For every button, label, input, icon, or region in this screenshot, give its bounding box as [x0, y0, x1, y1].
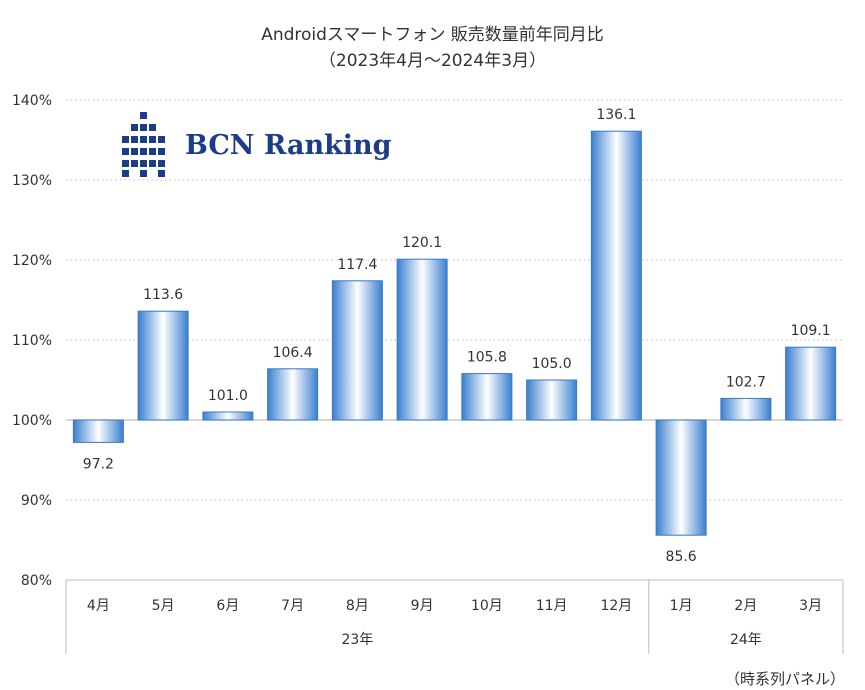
bar [655, 419, 707, 536]
data-label: 117.4 [337, 257, 377, 273]
data-label: 97.2 [83, 456, 114, 472]
data-label: 105.0 [532, 356, 572, 372]
y-tick-label: 130% [12, 173, 52, 189]
group-label: 24年 [730, 632, 762, 648]
group-label: 23年 [341, 632, 373, 648]
x-tick-label: 1月 [670, 598, 693, 614]
x-tick-label: 2月 [734, 598, 757, 614]
y-tick-label: 90% [21, 493, 52, 509]
y-tick-label: 140% [12, 93, 52, 109]
data-label: 106.4 [273, 345, 313, 361]
bar [526, 379, 578, 421]
data-label: 101.0 [208, 388, 248, 404]
y-tick-label: 120% [12, 253, 52, 269]
x-tick-label: 7月 [281, 598, 304, 614]
x-tick-label: 9月 [411, 598, 434, 614]
y-tick-label: 100% [12, 413, 52, 429]
data-label: 136.1 [596, 107, 636, 123]
chart-subtitle: （2023年4月～2024年3月） [318, 51, 547, 71]
bar [72, 419, 124, 443]
gridlines [66, 99, 843, 501]
data-label: 105.8 [467, 350, 507, 366]
bar [720, 397, 772, 421]
bcn-ranking-logo: BCN Ranking [122, 112, 392, 178]
bar [785, 346, 837, 421]
data-label: 120.1 [402, 235, 442, 251]
data-label: 113.6 [143, 287, 183, 303]
chart-title: Androidスマートフォン 販売数量前年同月比 [261, 25, 604, 45]
x-tick-label: 5月 [152, 598, 175, 614]
axes: 80% 90% 100% 110% 120% 130% 140% 4月 5月 6月 7月 8月 9月 10… [12, 93, 844, 654]
bar [267, 368, 319, 421]
x-tick-label: 10月 [471, 598, 503, 614]
x-tick-label: 12月 [600, 598, 632, 614]
panel-note: （時系列パネル） [724, 670, 845, 688]
x-tick-label: 11月 [536, 598, 568, 614]
logo-mark-icon [122, 112, 165, 177]
x-tick-label: 6月 [216, 598, 239, 614]
bar [137, 310, 189, 421]
data-label: 102.7 [726, 374, 766, 390]
data-labels: 97.2 113.6 101.0 106.4 117.4 120.1 105.8 105.0 1… [83, 107, 831, 565]
y-tick-label: 110% [12, 333, 52, 349]
bar [461, 373, 513, 421]
x-tick-label: 3月 [799, 598, 822, 614]
x-tick-label: 4月 [87, 598, 110, 614]
bar [396, 258, 448, 421]
bars [72, 130, 837, 536]
logo-text: BCN Ranking [185, 130, 392, 161]
bar [590, 130, 642, 421]
bar [331, 280, 383, 421]
bar [202, 411, 254, 421]
y-tick-label: 80% [21, 573, 52, 589]
x-tick-label: 8月 [346, 598, 369, 614]
data-label: 85.6 [666, 549, 697, 565]
data-label: 109.1 [791, 323, 831, 339]
